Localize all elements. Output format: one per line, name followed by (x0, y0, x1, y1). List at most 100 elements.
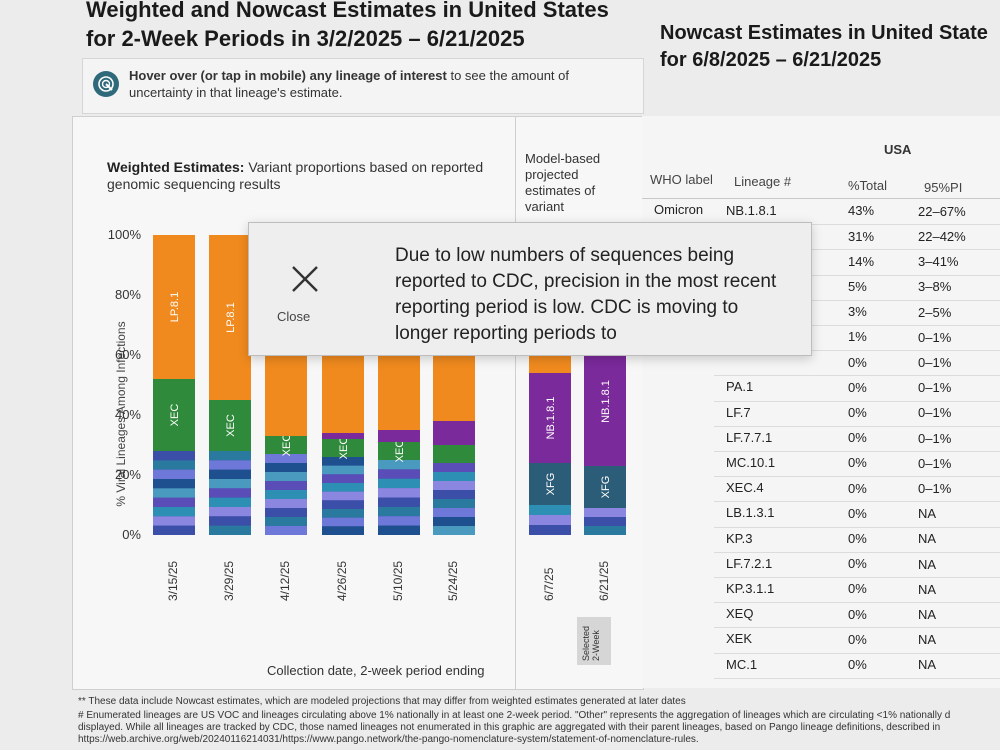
bar-lp-8-1-1[interactable] (153, 235, 195, 379)
other-lineage-segment[interactable] (378, 460, 420, 470)
bar-nb-1-8-1-4[interactable] (322, 433, 364, 439)
bar-xec-5[interactable] (378, 442, 420, 460)
other-lineage-segment[interactable] (322, 483, 364, 492)
other-lineage-segment[interactable] (265, 517, 307, 526)
other-lineage-segment[interactable] (265, 490, 307, 499)
other-lineage-segment[interactable] (265, 508, 307, 517)
other-lineage-segment[interactable] (209, 451, 251, 461)
other-lineage-segment[interactable] (433, 508, 475, 517)
row-divider (714, 551, 1000, 553)
x-tick-label: 5/10/25 (391, 560, 405, 601)
bar-nb-1-8-1-6[interactable] (433, 421, 475, 445)
other-lineage-segment[interactable] (433, 517, 475, 526)
other-lineage-segment[interactable] (378, 506, 420, 517)
other-lineage-segment[interactable] (265, 472, 307, 481)
bar-xec-6[interactable] (433, 445, 475, 463)
right-title-line2: for 6/8/2025 – 6/21/2025 (660, 49, 882, 71)
other-lineage-segment[interactable] (322, 491, 364, 501)
other-lineage-segment[interactable] (433, 490, 475, 499)
lineage-cell: KP.3 (726, 530, 753, 546)
total-cell: 0% (848, 455, 867, 471)
other-lineage-segment[interactable] (322, 500, 364, 509)
other-lineage-segment[interactable] (322, 457, 364, 466)
other-lineage-segment[interactable] (322, 465, 364, 475)
other-lineage-segment[interactable] (433, 481, 475, 490)
other-lineage-segment[interactable] (529, 505, 571, 515)
other-lineage-segment[interactable] (322, 474, 364, 483)
other-lineage-segment[interactable] (378, 488, 420, 498)
other-lineage-segment[interactable] (153, 469, 195, 479)
other-lineage-segment[interactable] (529, 525, 571, 535)
close-icon[interactable] (287, 261, 323, 297)
other-lineage-segment[interactable] (265, 454, 307, 463)
bar-xec-3[interactable] (265, 436, 307, 454)
bar-lp-8-1-2[interactable] (209, 235, 251, 400)
other-lineage-segment[interactable] (153, 525, 195, 535)
other-lineage-segment[interactable] (265, 526, 307, 535)
lineage-cell: KP.3.1.1 (726, 581, 775, 596)
bar-xec-2[interactable] (209, 400, 251, 451)
bar-nb-1-8-1-8[interactable] (584, 337, 626, 466)
other-lineage-segment[interactable] (265, 481, 307, 490)
other-lineage-segment[interactable] (153, 460, 195, 470)
other-lineage-segment[interactable] (378, 478, 420, 489)
other-lineage-segment[interactable] (433, 463, 475, 472)
close-button[interactable]: Close (277, 309, 311, 324)
other-lineage-segment[interactable] (209, 525, 251, 535)
other-lineage-segment[interactable] (322, 509, 364, 518)
other-lineage-segment[interactable] (153, 507, 195, 517)
pi-cell: 0–1% (918, 329, 952, 345)
other-lineage-segment[interactable] (153, 479, 195, 489)
other-lineage-segment[interactable] (209, 460, 251, 470)
bar-xfg-8[interactable] (584, 466, 626, 508)
other-lineage-segment[interactable] (529, 515, 571, 525)
other-lineage-segment[interactable] (378, 469, 420, 479)
info-text-rest: to see the amount of uncertainty in that… (129, 68, 569, 100)
lineage-cell: XEQ (726, 606, 754, 622)
pi-cell: NA (918, 581, 937, 597)
other-lineage-segment[interactable] (209, 507, 251, 517)
x-tick-label: 4/12/25 (278, 560, 292, 601)
other-lineage-segment[interactable] (153, 516, 195, 526)
pi-cell: NA (918, 531, 937, 547)
weighted-estimates-header: Weighted Estimates: Variant proportions … (107, 159, 497, 193)
other-lineage-segment[interactable] (433, 526, 475, 535)
other-lineage-segment[interactable] (322, 526, 364, 535)
left-title-line2: for 2-Week Periods in 3/2/2025 – 6/21/20… (86, 26, 525, 51)
bar-xec-1[interactable] (153, 379, 195, 451)
other-lineage-segment[interactable] (378, 516, 420, 526)
other-lineage-segment[interactable] (378, 525, 420, 535)
bar-xec-4[interactable] (322, 439, 364, 457)
other-lineage-segment[interactable] (209, 516, 251, 526)
lineage-cell: LB.1.3.1 (726, 505, 775, 521)
bar-nb-1-8-1-7[interactable] (529, 373, 571, 463)
other-lineage-segment[interactable] (153, 497, 195, 507)
other-lineage-segment[interactable] (265, 499, 307, 508)
x-tick-label: 3/29/25 (222, 560, 236, 601)
other-lineage-segment[interactable] (153, 488, 195, 498)
other-lineage-segment[interactable] (209, 479, 251, 489)
other-lineage-segment[interactable] (584, 508, 626, 517)
other-lineage-segment[interactable] (322, 517, 364, 527)
other-lineage-segment[interactable] (209, 488, 251, 498)
pi-cell: NA (918, 556, 937, 572)
other-lineage-segment[interactable] (153, 451, 195, 461)
y-tick-label: 60% (114, 347, 141, 362)
other-lineage-segment[interactable] (584, 526, 626, 535)
other-lineage-segment[interactable] (584, 517, 626, 526)
other-lineage-segment[interactable] (209, 497, 251, 507)
row-divider (714, 249, 1000, 251)
other-lineage-segment[interactable] (265, 463, 307, 472)
bar-label: LP.8.1 (169, 292, 181, 322)
other-lineage-segment[interactable] (433, 472, 475, 481)
other-lineage-segment[interactable] (209, 469, 251, 479)
total-cell: 3% (848, 304, 867, 320)
other-lineage-segment[interactable] (433, 499, 475, 508)
pi-cell: 0–1% (918, 481, 952, 496)
row-divider (714, 627, 1000, 629)
other-lineage-segment[interactable] (378, 497, 420, 507)
bar-xfg-7[interactable] (529, 463, 571, 505)
lineage-cell: XEK (726, 631, 753, 647)
bar-nb-1-8-1-5[interactable] (378, 430, 420, 442)
selected-period-badge[interactable]: Selected 2-Week (577, 617, 611, 665)
